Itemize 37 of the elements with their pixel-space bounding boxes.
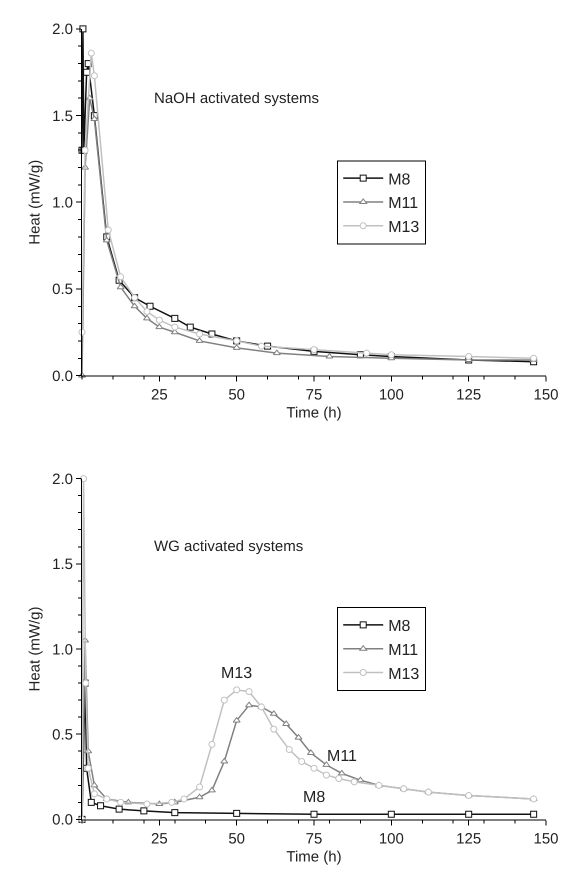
legend-label: M8	[388, 171, 411, 188]
y-tick-label: 0.5	[52, 726, 73, 744]
y-tick-label: 1.0	[52, 641, 73, 658]
annotation: M11	[327, 748, 358, 765]
annotation: M13	[221, 665, 252, 682]
x-tick-label: 50	[228, 386, 246, 404]
legend-label: M11	[388, 642, 418, 659]
x-axis-title: Time (h)	[286, 404, 342, 422]
y-tick-label: 1.5	[52, 108, 73, 125]
x-tick-label: 50	[228, 830, 246, 848]
x-tick-label: 100	[378, 830, 404, 848]
x-tick-label: 150	[533, 386, 559, 404]
y-tick-label: 0.0	[52, 812, 73, 829]
text: WG activated systems	[154, 538, 304, 555]
text: NaOH activated systems	[154, 90, 320, 107]
x-tick-label: 25	[150, 386, 168, 404]
y-tick-label: 2.0	[52, 21, 73, 38]
legend-label: M13	[388, 218, 420, 236]
y-tick-label: 0.5	[52, 281, 73, 298]
x-tick-label: 125	[456, 386, 482, 404]
y-tick-label: 1.0	[52, 194, 73, 212]
x-axis-title: Time (h)	[286, 848, 342, 866]
y-tick-label: 1.5	[52, 556, 73, 574]
y-axis-title: Heat (mW/g)	[26, 606, 44, 692]
annotation: M8	[303, 789, 326, 806]
legend-label: M11	[388, 195, 418, 212]
y-axis-title: Heat (mW/g)	[26, 160, 44, 245]
legend-label: M8	[388, 618, 411, 636]
y-tick-label: 0.0	[52, 368, 73, 385]
x-tick-label: 100	[378, 386, 404, 404]
x-tick-label: 125	[456, 830, 482, 848]
y-tick-label: 2.0	[52, 470, 73, 488]
x-tick-label: 75	[306, 830, 322, 848]
x-tick-label: 150	[533, 830, 559, 848]
x-tick-label: 75	[306, 386, 322, 404]
legend-label: M13	[388, 666, 420, 683]
x-tick-label: 25	[150, 830, 168, 848]
